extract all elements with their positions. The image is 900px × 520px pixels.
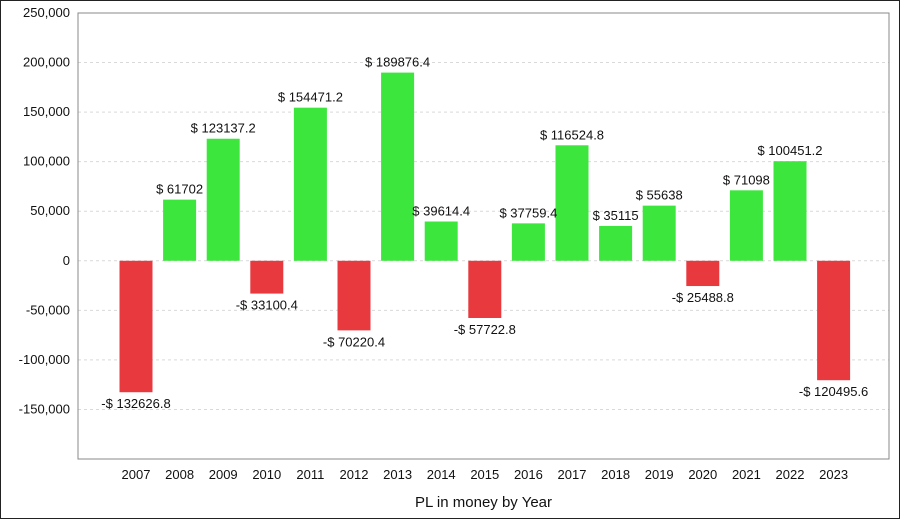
bar-2010 bbox=[250, 260, 284, 294]
data-label-2009: $ 123137.2 bbox=[191, 121, 256, 136]
bar-2019 bbox=[642, 205, 676, 261]
data-label-2011: $ 154471.2 bbox=[278, 90, 343, 105]
bar-2012 bbox=[337, 260, 371, 331]
x-tick-label: 2016 bbox=[514, 467, 543, 482]
bar-2008 bbox=[163, 199, 197, 261]
data-label-2017: $ 116524.8 bbox=[540, 127, 604, 142]
data-label-2008: $ 61702 bbox=[156, 182, 203, 197]
data-label-2021: $ 71098 bbox=[723, 172, 770, 187]
bar-2023 bbox=[817, 260, 851, 381]
bar-2018 bbox=[599, 225, 633, 261]
data-label-2014: $ 39614.4 bbox=[412, 204, 470, 219]
bar-2015 bbox=[468, 260, 502, 318]
data-label-2020: -$ 25488.8 bbox=[672, 290, 734, 305]
x-tick-label: 2019 bbox=[645, 467, 674, 482]
bars bbox=[119, 72, 851, 393]
x-axis-tick-labels: 2007 2008 2009 2010 2011 2012 2013 2014 2015 2016… bbox=[122, 467, 849, 482]
bar-2013 bbox=[381, 72, 415, 261]
bar-2007 bbox=[119, 260, 153, 393]
bar-2017 bbox=[555, 145, 589, 261]
data-label-2023: -$ 120495.6 bbox=[799, 384, 868, 399]
data-label-2016: $ 37759.4 bbox=[499, 205, 557, 220]
x-tick-label: 2023 bbox=[819, 467, 848, 482]
y-axis-tick-labels: 250,000 200,000 150,000 100,000 50,000 0 -50,0… bbox=[19, 5, 70, 416]
bar-2014 bbox=[424, 221, 458, 261]
x-tick-label: 2011 bbox=[296, 467, 324, 482]
x-tick-label: 2014 bbox=[427, 467, 456, 482]
bar-2021 bbox=[729, 190, 763, 261]
x-tick-label: 2008 bbox=[165, 467, 194, 482]
x-axis-title: PL in money by Year bbox=[415, 494, 552, 511]
bar-2009 bbox=[206, 138, 240, 261]
y-tick-label: -100,000 bbox=[19, 352, 70, 367]
y-tick-label: 200,000 bbox=[23, 55, 70, 70]
data-label-2015: -$ 57722.8 bbox=[454, 322, 516, 337]
bar-2011 bbox=[293, 107, 327, 261]
y-tick-label: 50,000 bbox=[30, 203, 70, 218]
y-tick-label: 250,000 bbox=[23, 5, 70, 20]
x-tick-label: 2007 bbox=[122, 467, 151, 482]
x-tick-label: 2017 bbox=[558, 467, 587, 482]
x-tick-label: 2012 bbox=[340, 467, 369, 482]
bar-2016 bbox=[511, 223, 545, 261]
x-tick-label: 2009 bbox=[209, 467, 238, 482]
y-tick-label: 150,000 bbox=[23, 104, 70, 119]
gridlines bbox=[78, 12, 889, 410]
data-label-2007: -$ 132626.8 bbox=[101, 396, 170, 411]
y-tick-label: -150,000 bbox=[19, 401, 70, 416]
y-tick-label: 100,000 bbox=[23, 154, 70, 169]
data-label-2013: $ 189876.4 bbox=[365, 55, 430, 70]
x-tick-label: 2013 bbox=[383, 467, 412, 482]
bar-2022 bbox=[773, 161, 807, 261]
x-tick-label: 2018 bbox=[601, 467, 630, 482]
data-label-2018: $ 35115 bbox=[593, 208, 639, 223]
data-label-2022: $ 100451.2 bbox=[757, 143, 822, 158]
y-tick-label: -50,000 bbox=[26, 302, 70, 317]
plot-area bbox=[77, 12, 890, 460]
data-label-2012: -$ 70220.4 bbox=[323, 334, 385, 349]
bar-2020 bbox=[686, 260, 720, 287]
x-tick-label: 2015 bbox=[470, 467, 499, 482]
data-label-2019: $ 55638 bbox=[636, 188, 683, 203]
x-tick-label: 2020 bbox=[688, 467, 717, 482]
x-tick-label: 2021 bbox=[732, 467, 761, 482]
y-tick-label: 0 bbox=[63, 253, 70, 268]
x-tick-label: 2010 bbox=[252, 467, 281, 482]
data-labels: -$ 132626.8 $ 61702 $ 123137.2 -$ 33100.4 $ … bbox=[101, 55, 868, 412]
data-label-2010: -$ 33100.4 bbox=[236, 298, 298, 313]
x-tick-label: 2022 bbox=[776, 467, 805, 482]
